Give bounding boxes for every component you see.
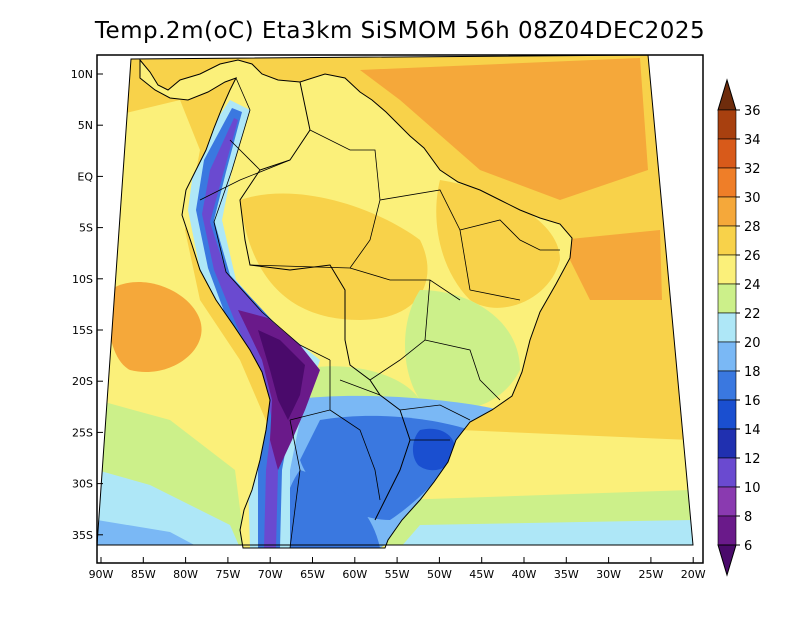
colorbar-segment [717,486,737,517]
chart-title: Temp.2m(oC) Eta3km SiSMOM 56h 08Z04DEC20… [94,18,706,44]
lon-tick-label: 80W [173,568,198,581]
colorbar: 36 34 32 30 28 26 24 22 20 18 16 14 12 10 8 6 [717,78,761,577]
colorbar-label: 14 [744,423,761,438]
colorbar-label: 28 [744,220,761,235]
colorbar-top-arrow [717,78,737,111]
colorbar-label: 8 [744,510,752,525]
map-frame [96,54,694,546]
lat-tick-label: 25S [72,426,93,439]
lat-tick-label: 35S [72,529,93,542]
neighbor-borders [199,77,381,549]
lon-tick-label: 50W [427,568,452,581]
central-cool-highlands [405,290,520,410]
colorbar-label: 12 [744,452,761,467]
lat-tick-label: 10S [72,273,93,286]
lat-tick-label: 10N [71,68,93,81]
colorbar-bottom-arrow [717,544,737,577]
lat-tick-label: 5N [78,119,93,132]
lat-tick-label: EQ [77,170,93,183]
colorbar-segment [717,225,737,256]
colorbar-label: 34 [744,133,761,148]
lon-tick-label: 70W [258,568,283,581]
colorbar-label: 26 [744,249,761,264]
latitude-axis: 10N 5N EQ 5S 10S 15S 20S 25S 30S 35S [71,68,103,542]
south-atlantic-cooler [400,520,693,545]
colorbar-segment [717,138,737,169]
longitude-axis: 90W 85W 80W 75W 70W 65W 60W 55W 50W 45W 40W 35W 30W 2… [89,557,706,581]
plot-box [96,54,704,564]
colorbar-segment [717,167,737,198]
lat-tick-label: 20S [72,375,93,388]
colorbar-segment [717,341,737,372]
colorbar-label: 36 [744,104,761,119]
lon-tick-label: 30W [596,568,621,581]
colorbar-label: 30 [744,191,761,206]
lon-tick-label: 85W [131,568,156,581]
lon-tick-label: 90W [89,568,114,581]
lon-tick-label: 75W [215,568,240,581]
lon-tick-label: 20W [681,568,706,581]
pacific-warm-patch [108,281,202,372]
lon-tick-label: 45W [469,568,494,581]
colorbar-segment [717,283,737,314]
colorbar-segment [717,312,737,343]
lat-tick-label: 30S [72,478,93,491]
colorbar-label: 24 [744,278,761,293]
caribbean-warm [360,58,648,200]
colorbar-label: 22 [744,307,761,322]
colorbar-segment [717,515,737,546]
colorbar-label: 6 [744,539,752,554]
colorbar-segment [717,399,737,430]
northeast-hot [436,180,560,308]
altiplano-extreme [258,330,305,420]
colorbar-segment [717,457,737,488]
lon-tick-label: 65W [300,568,325,581]
colorbar-segment [717,196,737,227]
state-borders [249,129,560,441]
lat-tick-label: 5S [79,222,93,235]
lon-tick-label: 25W [638,568,663,581]
colorbar-segment [717,428,737,459]
pacific-coldest-south [97,520,200,545]
colorbar-segment [717,109,737,140]
colorbar-label: 18 [744,365,761,380]
lat-tick-label: 15S [72,324,93,337]
boundaries [139,59,573,549]
colorbar-label: 20 [744,336,761,351]
colorbar-label: 10 [744,481,761,496]
pampa-cold [280,470,380,548]
colorbar-segment [717,370,737,401]
colorbar-label: 32 [744,162,761,177]
colorbar-label: 16 [744,394,761,409]
colorbar-segment [717,254,737,285]
lon-tick-label: 40W [512,568,537,581]
amazon-warm [240,193,428,320]
lon-tick-label: 35W [554,568,579,581]
lon-tick-label: 60W [342,568,367,581]
lon-tick-label: 55W [385,568,410,581]
serra-gaucha-cold [412,428,456,471]
north-atlantic-hot [560,230,662,300]
